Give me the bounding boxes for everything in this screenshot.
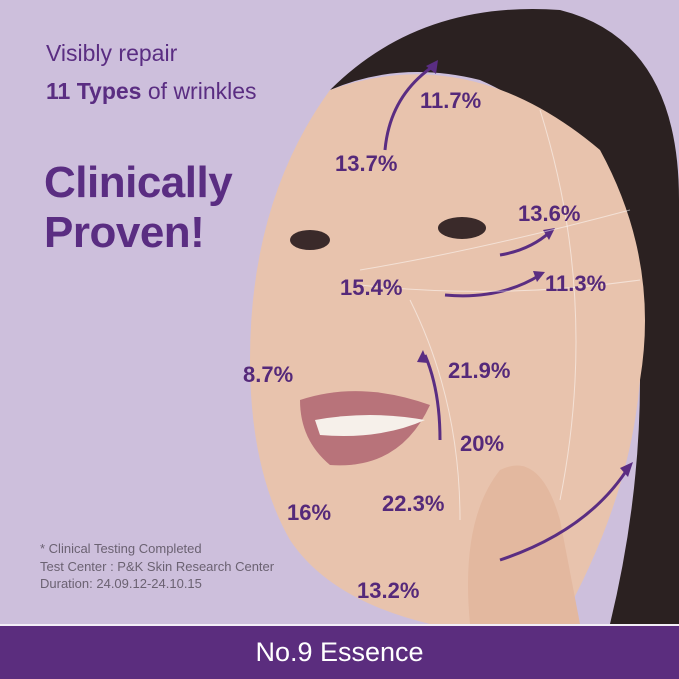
note-line: Test Center : P&K Skin Research Center (40, 558, 275, 574)
wrinkle-types-line: 11 Types of wrinkles (46, 76, 257, 106)
stat-forehead: 11.7% (420, 88, 482, 113)
stat-cheek: 20% (460, 431, 505, 456)
stat-crows-feet: 13.6% (518, 201, 581, 226)
clinical-notes: * Clinical Testing Completed Test Center… (40, 540, 274, 593)
wrinkle-rest: of wrinkles (147, 78, 257, 104)
note-line: * Clinical Testing Completed (40, 541, 202, 556)
stat-nose: 15.4% (340, 275, 403, 300)
stat-jawline: 13.2% (357, 578, 420, 603)
title-line-1: Clinically (44, 158, 233, 207)
stat-under-eye: 11.3% (545, 271, 607, 296)
stat-marionette: 22.3% (382, 491, 445, 516)
subheadline: Visibly repair (46, 40, 178, 66)
stat-upper-lip: 8.7% (243, 362, 294, 387)
stat-glabella: 13.7% (335, 151, 398, 176)
product-name: No.9 Essence (255, 637, 424, 667)
stat-nasolabial: 21.9% (448, 358, 511, 383)
wrinkle-count: 11 Types (46, 78, 142, 104)
title-line-2: Proven! (44, 208, 205, 257)
stat-chin: 16% (287, 500, 332, 525)
note-line: Duration: 24.09.12-24.10.15 (40, 576, 202, 591)
product-name-banner: No.9 Essence (0, 624, 679, 679)
